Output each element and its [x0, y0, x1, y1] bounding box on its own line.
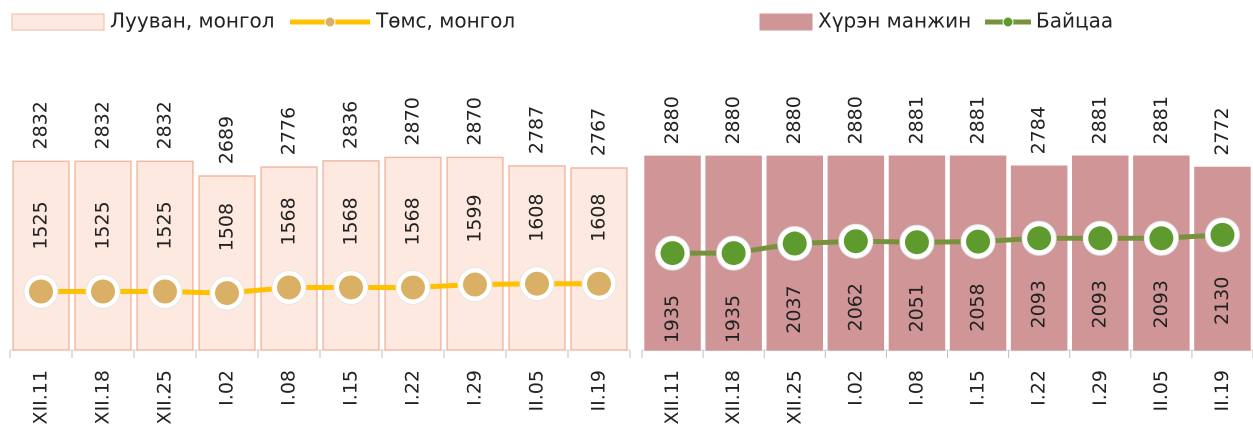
line-value-label: 2062 — [844, 283, 866, 331]
bar-value-label: 2881 — [967, 96, 989, 144]
legend-label: Төмс, монгол — [375, 9, 515, 33]
bar-value-label: 2832 — [30, 101, 52, 149]
bar — [323, 161, 379, 350]
line-value-label: 1599 — [464, 194, 486, 242]
line-marker-icon — [463, 273, 487, 297]
line-marker-icon — [966, 230, 990, 254]
line-value-label: 1568 — [402, 197, 424, 245]
x-tick-label: I.08 — [905, 370, 927, 406]
line-marker-icon — [91, 279, 115, 303]
legend-label: Лууван, монгол — [110, 9, 274, 33]
line-marker-icon — [525, 272, 549, 296]
legend-label: Хүрэн манжин — [818, 9, 971, 33]
x-tick-label: XII.18 — [92, 370, 114, 424]
line-marker-icon — [905, 230, 929, 254]
line-marker-icon — [722, 241, 746, 265]
x-tick-label: I.08 — [278, 370, 300, 406]
bar-value-label: 2787 — [526, 106, 548, 154]
bar-value-label: 2689 — [216, 116, 238, 164]
line-marker-icon — [844, 229, 868, 253]
line-marker-icon — [661, 241, 685, 265]
line-value-label: 2130 — [1211, 277, 1233, 325]
bar-value-label: 2880 — [722, 96, 744, 144]
bar — [261, 167, 317, 350]
bar-value-label: 2832 — [154, 101, 176, 149]
bar-value-label: 2881 — [1089, 96, 1111, 144]
legend-swatch — [760, 14, 812, 30]
x-tick-label: I.15 — [340, 370, 362, 406]
bar-value-label: 2772 — [1211, 107, 1233, 155]
line-value-label: 1525 — [30, 201, 52, 249]
legend-swatch — [12, 14, 104, 30]
line-value-label: 2051 — [905, 284, 927, 332]
x-tick-label: XII.25 — [154, 370, 176, 424]
line-value-label: 1525 — [92, 201, 114, 249]
x-tick-label: II.05 — [1150, 370, 1172, 411]
line-value-label: 1525 — [154, 201, 176, 249]
x-tick-label: XII.18 — [722, 370, 744, 424]
bar-value-label: 2870 — [402, 97, 424, 145]
x-tick-label: I.29 — [464, 370, 486, 406]
line-marker-icon — [587, 272, 611, 296]
x-tick-label: II.19 — [588, 370, 610, 411]
line-marker-icon — [277, 275, 301, 299]
bar-value-label: 2832 — [92, 101, 114, 149]
bar — [385, 157, 441, 350]
line-value-label: 1935 — [661, 295, 683, 343]
bar — [75, 161, 131, 350]
x-tick-label: I.02 — [216, 370, 238, 406]
line-value-label: 1935 — [722, 295, 744, 343]
bar — [199, 176, 255, 350]
bar-value-label: 2767 — [588, 108, 610, 156]
x-tick-label: II.19 — [1211, 370, 1233, 411]
legend-marker — [325, 17, 335, 27]
line-value-label: 1568 — [340, 197, 362, 245]
x-tick-label: I.22 — [402, 370, 424, 406]
line-value-label: 2037 — [783, 285, 805, 333]
line-value-label: 1568 — [278, 197, 300, 245]
line-value-label: 2093 — [1150, 280, 1172, 328]
bar-value-label: 2784 — [1028, 106, 1050, 154]
line-marker-icon — [153, 279, 177, 303]
bar-value-label: 2836 — [340, 101, 362, 149]
line-marker-icon — [401, 275, 425, 299]
x-tick-label: XII.11 — [661, 370, 683, 424]
line-marker-icon — [1210, 223, 1234, 247]
bar — [447, 157, 503, 350]
bar-value-label: 2880 — [844, 96, 866, 144]
line-value-label: 1508 — [216, 203, 238, 251]
x-tick-label: XII.25 — [783, 370, 805, 424]
line-value-label: 2058 — [967, 283, 989, 331]
line-marker-icon — [1088, 226, 1112, 250]
bar-value-label: 2870 — [464, 97, 486, 145]
bar-value-label: 2881 — [1150, 96, 1172, 144]
line-value-label: 1608 — [588, 194, 610, 242]
x-tick-label: I.02 — [844, 370, 866, 406]
x-tick-label: I.22 — [1028, 370, 1050, 406]
legend-marker — [1003, 17, 1013, 27]
bar — [13, 161, 69, 350]
line-value-label: 2093 — [1089, 280, 1111, 328]
x-tick-label: I.15 — [967, 370, 989, 406]
x-tick-label: II.05 — [526, 370, 548, 411]
line-marker-icon — [215, 281, 239, 305]
chart: 2832 2832 2832 2689 2776 2836 2870 2870 2787 2767… — [0, 0, 1253, 425]
bar-value-label: 2880 — [661, 96, 683, 144]
bar-value-label: 2881 — [905, 96, 927, 144]
x-tick-label: XII.11 — [30, 370, 52, 424]
line-marker-icon — [29, 279, 53, 303]
line-marker-icon — [1027, 226, 1051, 250]
line-marker-icon — [783, 232, 807, 256]
legend-label: Байцаа — [1036, 9, 1113, 33]
bar — [137, 161, 193, 350]
bar-value-label: 2776 — [278, 107, 300, 155]
line-value-label: 1608 — [526, 194, 548, 242]
line-marker-icon — [339, 275, 363, 299]
x-tick-label: I.29 — [1089, 370, 1111, 406]
line-marker-icon — [1149, 226, 1173, 250]
line-value-label: 2093 — [1028, 280, 1050, 328]
bar-value-label: 2880 — [783, 96, 805, 144]
